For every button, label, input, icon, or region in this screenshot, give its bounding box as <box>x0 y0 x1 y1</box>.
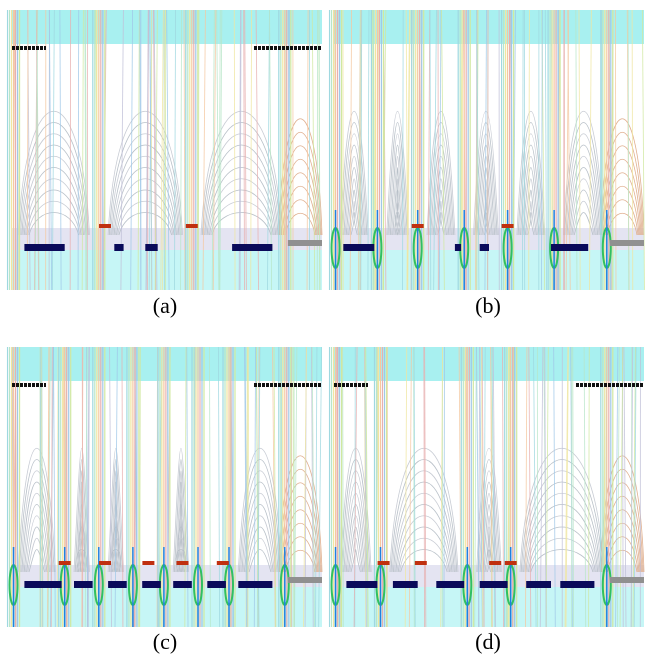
top-band <box>334 10 644 44</box>
electrode <box>145 244 157 251</box>
electrode-gray <box>288 577 322 583</box>
electrode <box>74 581 93 588</box>
electrode-gray <box>288 240 322 246</box>
electrode <box>142 581 161 588</box>
electrode <box>436 581 464 588</box>
electrode-red <box>99 224 111 228</box>
electrode <box>173 581 192 588</box>
panel-label: (d) <box>475 629 501 654</box>
electrode <box>526 581 551 588</box>
electrode-red <box>489 561 501 565</box>
electrode <box>24 581 61 588</box>
electrode <box>238 581 272 588</box>
electrode-red <box>415 561 427 565</box>
electrode-red <box>99 561 111 565</box>
field-line <box>615 10 616 290</box>
panel-label: (c) <box>153 629 177 654</box>
field-line <box>198 10 199 290</box>
electrode <box>480 581 508 588</box>
electrode-red <box>59 561 71 565</box>
electrode <box>455 244 461 251</box>
electrode-gray <box>610 577 644 583</box>
electrode-gray <box>610 240 644 246</box>
electrode-red <box>217 561 229 565</box>
electrode <box>346 581 377 588</box>
panel <box>8 10 322 290</box>
electrode <box>114 244 123 251</box>
field-line <box>78 10 79 290</box>
electrode <box>108 581 127 588</box>
electrode <box>207 581 226 588</box>
panel <box>8 347 322 627</box>
electrode-red <box>177 561 189 565</box>
electrode <box>480 244 489 251</box>
electrode <box>551 244 588 251</box>
electrode-red <box>502 224 514 228</box>
electrode <box>232 244 272 251</box>
electrode-red <box>505 561 517 565</box>
panel <box>330 347 644 627</box>
electrode-red <box>378 561 390 565</box>
electrode <box>560 581 594 588</box>
electrode <box>24 244 64 251</box>
panel <box>330 10 645 290</box>
panel-label: (b) <box>475 293 501 318</box>
electrode <box>393 581 418 588</box>
bottom-band <box>12 250 322 290</box>
electrode-red <box>186 224 198 228</box>
field-line <box>628 10 629 290</box>
electrode <box>343 244 374 251</box>
electrode-red <box>142 561 154 565</box>
panel-label: (a) <box>153 293 177 318</box>
electrode-red <box>412 224 424 228</box>
